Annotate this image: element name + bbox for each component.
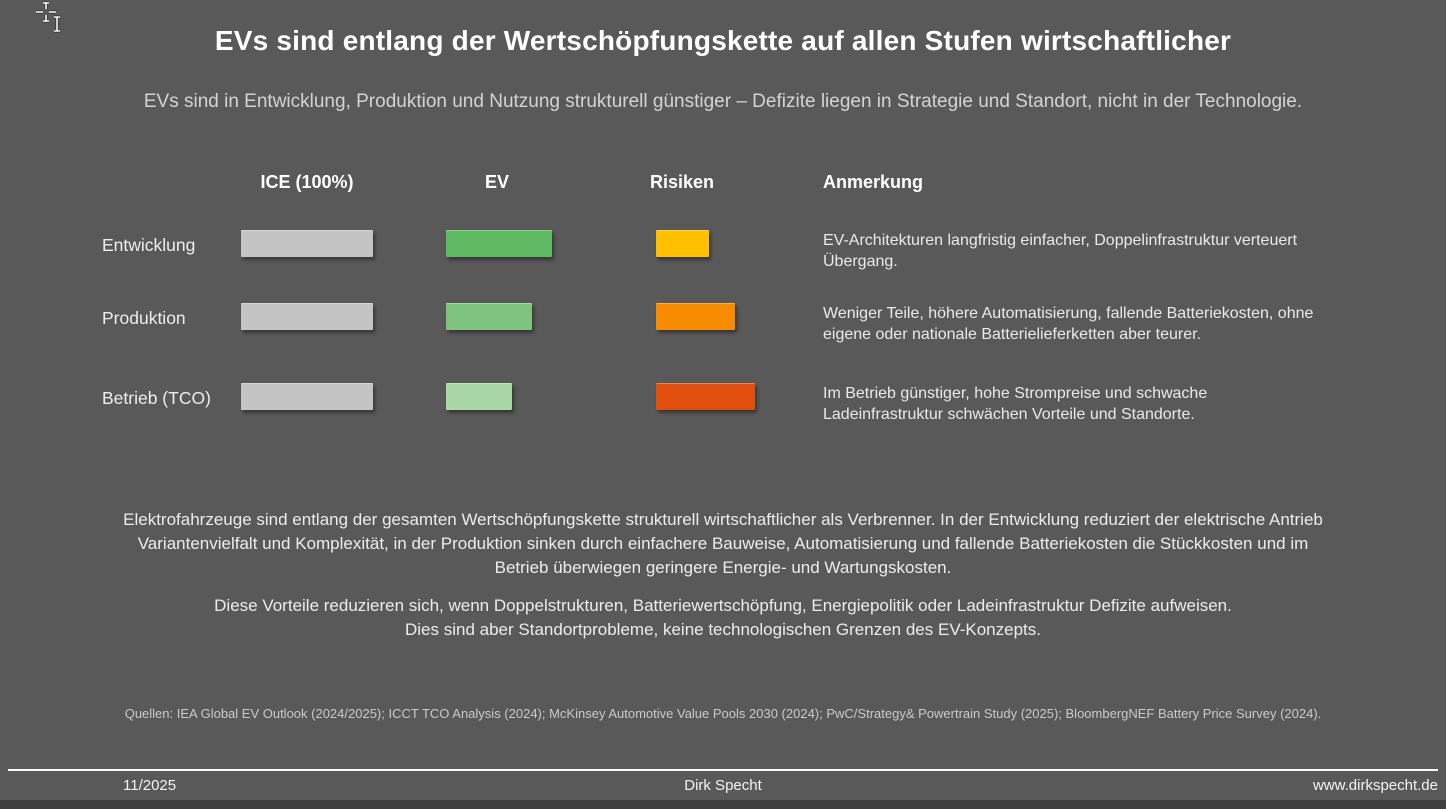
column-header-ev: EV xyxy=(484,172,509,192)
footer-divider xyxy=(8,769,1438,771)
ev-bar xyxy=(446,230,552,257)
row-label: Produktion xyxy=(102,308,186,328)
risk-bar xyxy=(656,303,735,330)
row-annotation: Weniger Teile, höhere Automatisierung, f… xyxy=(823,305,1314,343)
slide-title: EVs sind entlang der Wertschöpfungskette… xyxy=(214,25,1232,56)
sources-line: Quellen: IEA Global EV Outlook (2024/202… xyxy=(124,706,1322,721)
footer-date: 11/2025 xyxy=(123,777,177,794)
risk-bar xyxy=(656,383,755,410)
summary-paragraph-2: Diese Vorteile reduzieren sich, wenn Dop… xyxy=(214,596,1232,639)
column-header-ice: ICE (100%) xyxy=(260,172,354,192)
ice-bar xyxy=(241,303,373,330)
risk-bar xyxy=(656,230,709,257)
slide-subtitle: EVs sind in Entwicklung, Produktion und … xyxy=(143,91,1303,112)
column-header-risiken: Risiken xyxy=(649,172,715,192)
ice-bar xyxy=(241,383,373,410)
row-label: Entwicklung xyxy=(102,235,196,255)
row-annotation: Im Betrieb günstiger, hohe Strompreise u… xyxy=(823,385,1208,423)
bottom-edge-strip xyxy=(0,800,1446,809)
ev-bar xyxy=(446,303,532,330)
mouse-cursor-crosshair-ibeam-icon xyxy=(36,1,60,33)
summary-paragraph-1: Elektrofahrzeuge sind entlang der gesamt… xyxy=(123,510,1323,577)
ice-bar xyxy=(241,230,373,257)
footer-author: Dirk Specht xyxy=(684,777,762,794)
row-label: Betrieb (TCO) xyxy=(102,388,211,408)
ev-bar xyxy=(446,383,512,410)
table-row-entwicklung: Entwicklung EV-Architekturen langfristig… xyxy=(0,229,1446,309)
column-header-anmerkung: Anmerkung xyxy=(823,172,924,192)
footer-website: www.dirkspecht.de xyxy=(1312,777,1438,794)
table-row-betrieb-tco: Betrieb (TCO) Im Betrieb günstiger, hohe… xyxy=(0,382,1446,462)
table-row-produktion: Produktion Weniger Teile, höhere Automat… xyxy=(0,302,1446,382)
row-annotation: EV-Architekturen langfristig einfacher, … xyxy=(823,232,1298,270)
